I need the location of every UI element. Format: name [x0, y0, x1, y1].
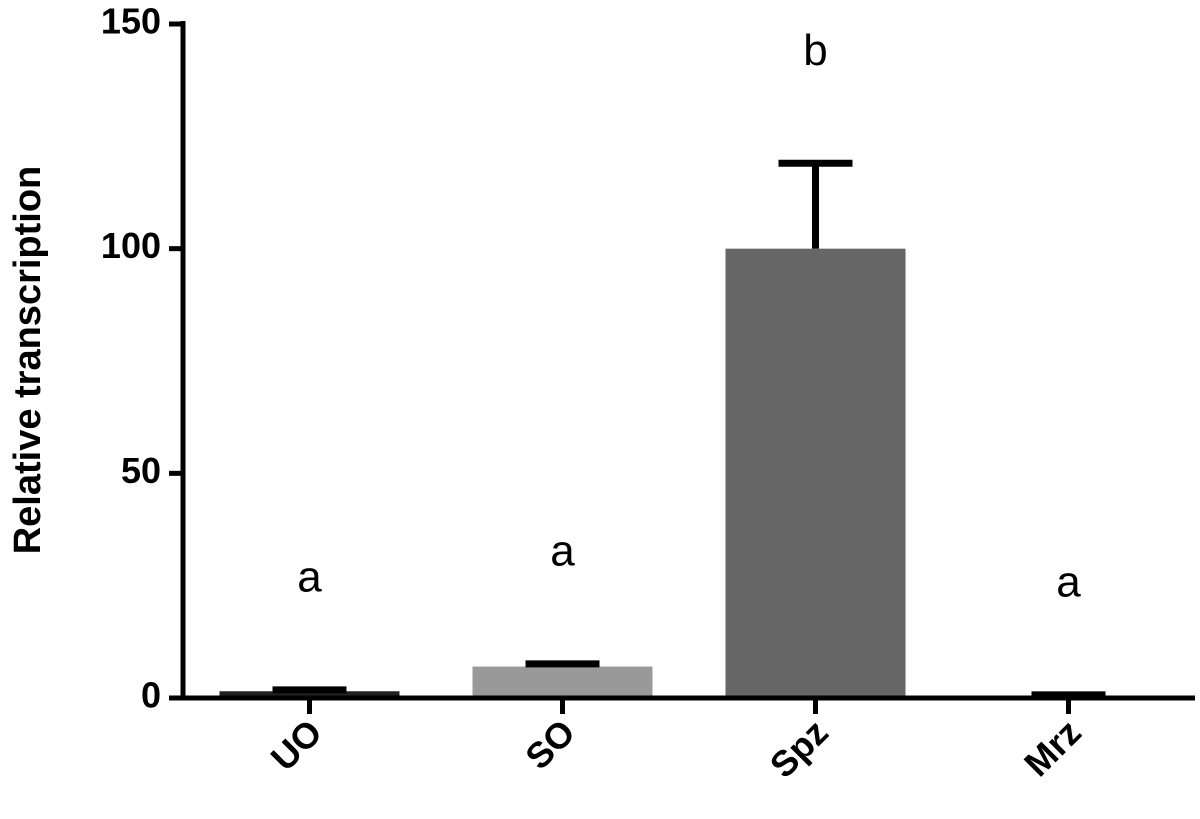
bar: [725, 248, 906, 698]
significance-letter: a: [297, 553, 322, 602]
y-tick-label: 0: [141, 675, 161, 716]
bar: [219, 691, 400, 698]
x-tick-label: Mrz: [1016, 711, 1089, 784]
significance-letter: a: [550, 526, 575, 575]
y-tick-label: 100: [101, 225, 161, 266]
y-tick-label: 150: [101, 1, 161, 42]
y-axis-title: Relative transcription: [7, 166, 49, 555]
x-tick-label: Spz: [762, 711, 836, 785]
x-tick-label: SO: [517, 711, 583, 777]
significance-letter: b: [803, 26, 827, 75]
bar: [472, 666, 653, 698]
x-tick-label: UO: [263, 711, 330, 778]
significance-letter: a: [1056, 557, 1081, 606]
y-tick-label: 50: [121, 450, 161, 491]
